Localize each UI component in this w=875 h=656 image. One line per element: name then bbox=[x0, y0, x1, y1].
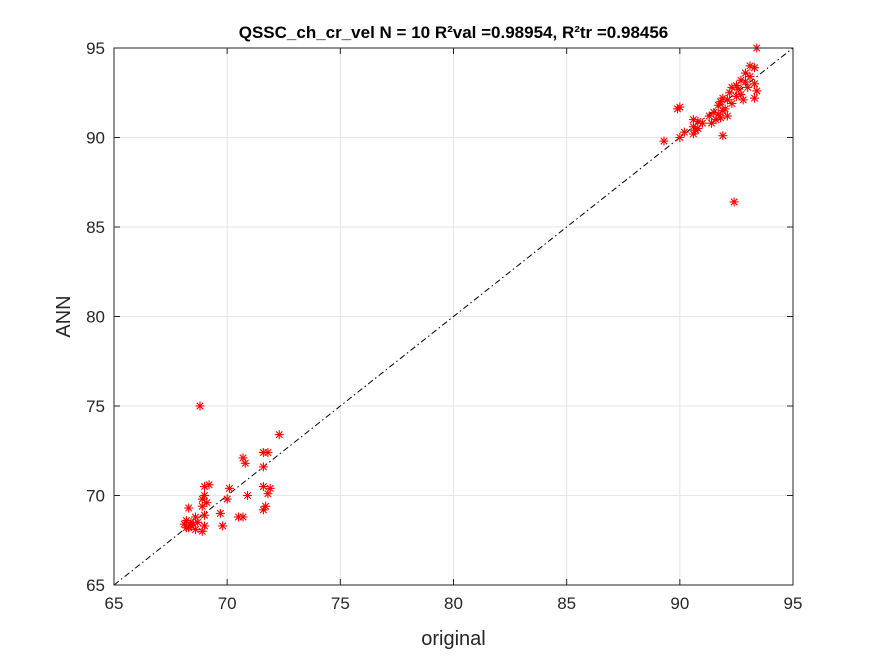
x-tick-label: 70 bbox=[218, 594, 237, 613]
data-point bbox=[258, 505, 268, 515]
x-tick-label: 85 bbox=[557, 594, 576, 613]
data-point bbox=[738, 95, 748, 105]
data-point bbox=[258, 482, 268, 492]
y-tick-label: 65 bbox=[86, 576, 105, 595]
data-point bbox=[215, 508, 225, 518]
data-point bbox=[184, 503, 194, 513]
data-point bbox=[224, 483, 234, 493]
data-point bbox=[197, 526, 207, 536]
y-tick-label: 80 bbox=[86, 308, 105, 327]
data-point bbox=[258, 462, 268, 472]
data-point bbox=[193, 517, 203, 527]
data-point bbox=[218, 521, 228, 531]
data-point bbox=[200, 510, 210, 520]
data-point bbox=[704, 111, 714, 121]
data-point bbox=[200, 491, 210, 500]
data-point bbox=[725, 88, 735, 98]
y-tick-label: 75 bbox=[86, 397, 105, 416]
data-point bbox=[711, 115, 721, 125]
data-point bbox=[240, 458, 250, 468]
data-point bbox=[718, 131, 728, 141]
data-point bbox=[190, 525, 200, 535]
y-tick-label: 85 bbox=[86, 218, 105, 237]
data-point bbox=[200, 482, 210, 492]
data-point bbox=[675, 133, 685, 142]
x-axis-label: original bbox=[421, 628, 485, 650]
data-point bbox=[697, 118, 707, 128]
data-point bbox=[274, 430, 284, 440]
x-tick-label: 95 bbox=[784, 594, 803, 613]
data-point bbox=[197, 501, 207, 511]
chart-title: QSSC_ch_cr_vel N = 10 R²val =0.98954, R²… bbox=[239, 23, 669, 42]
y-tick-label: 95 bbox=[86, 39, 105, 58]
data-point bbox=[243, 491, 253, 500]
ticks-layer: 65 70 75 80 85 90 95 65 70 75 80 85 90 95 bbox=[86, 39, 802, 613]
y-tick-label: 70 bbox=[86, 487, 105, 506]
data-point bbox=[222, 494, 232, 504]
data-point bbox=[722, 95, 732, 105]
x-tick-label: 80 bbox=[444, 594, 463, 613]
data-point bbox=[202, 498, 212, 508]
data-point bbox=[740, 68, 750, 78]
data-point bbox=[195, 401, 205, 411]
data-point bbox=[181, 523, 191, 533]
data-point bbox=[727, 98, 737, 108]
data-point bbox=[752, 86, 762, 96]
data-point bbox=[258, 448, 268, 458]
data-point bbox=[750, 63, 760, 73]
data-point bbox=[729, 197, 739, 207]
data-point bbox=[731, 91, 741, 101]
x-tick-label: 75 bbox=[331, 594, 350, 613]
data-point bbox=[688, 129, 698, 139]
data-point bbox=[713, 100, 723, 110]
data-point bbox=[659, 136, 669, 146]
data-point bbox=[238, 512, 248, 522]
data-point bbox=[263, 489, 273, 499]
data-point bbox=[179, 519, 189, 529]
x-tick-label: 90 bbox=[670, 594, 689, 613]
data-point bbox=[707, 118, 717, 128]
data-point bbox=[718, 106, 728, 116]
y-tick-label: 90 bbox=[86, 129, 105, 148]
data-point bbox=[750, 93, 760, 103]
data-point bbox=[679, 127, 689, 137]
data-point bbox=[745, 72, 755, 82]
data-point bbox=[743, 82, 753, 92]
x-tick-label: 65 bbox=[105, 594, 124, 613]
data-point bbox=[722, 111, 732, 121]
data-point bbox=[750, 79, 760, 89]
data-point bbox=[673, 104, 683, 114]
y-axis-label: ANN bbox=[53, 295, 75, 337]
